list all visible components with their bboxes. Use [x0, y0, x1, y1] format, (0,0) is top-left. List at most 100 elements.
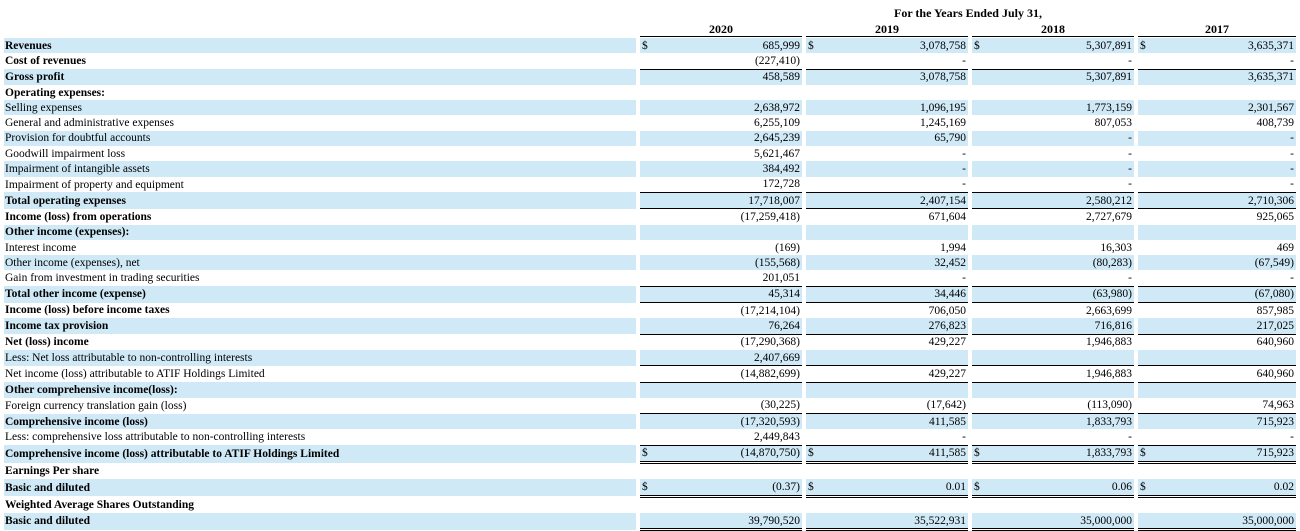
value-cell-2018: 1,946,883	[1086, 336, 1132, 349]
value-cell-2018: -	[996, 130, 1134, 147]
value-cell-2020: 2,638,972	[664, 100, 802, 116]
value-cell-2018: 2,580,212	[996, 192, 1134, 210]
currency-symbol	[640, 303, 664, 319]
value-cell-2020: (155,568)	[664, 255, 802, 271]
table-row: Impairment of intangible assets 384,492 - -…	[4, 161, 1296, 177]
value-cell-2019: -	[962, 147, 966, 160]
value-cell-2019: -	[830, 53, 968, 70]
currency-symbol	[640, 161, 664, 177]
value-cell-2017: 2,301,567	[1162, 100, 1296, 116]
currency-symbol	[972, 382, 996, 398]
currency-symbol	[640, 413, 664, 430]
currency-symbol	[972, 192, 996, 210]
value-cell-2020: (14,882,699)	[664, 365, 802, 383]
currency-symbol	[972, 53, 996, 70]
table-row: Less: Net loss attributable to non-contr…	[4, 349, 1296, 367]
value-cell-2018: 1,946,883	[996, 365, 1134, 383]
currency-symbol	[806, 85, 830, 100]
currency-symbol	[972, 255, 996, 271]
currency-symbol	[972, 512, 996, 531]
currency-symbol	[806, 69, 830, 85]
value-cell-2020: (227,410)	[664, 53, 802, 70]
value-cell-2019: -	[830, 429, 968, 446]
value-cell-2018: 2,663,699	[1086, 304, 1132, 317]
currency-symbol	[640, 334, 664, 350]
table-row: General and administrative expenses 6,255…	[4, 115, 1296, 130]
currency-symbol	[640, 270, 664, 287]
value-cell-2019: 2,407,154	[830, 192, 968, 210]
row-label: Cost of revenues	[5, 55, 86, 68]
currency-symbol	[972, 365, 996, 383]
value-cell-2020: 5,621,467	[754, 147, 800, 160]
currency-symbol: $	[640, 479, 664, 498]
table-row: Basic and diluted $ (0.37) $0.01 $0.06 $0.02	[4, 479, 1296, 498]
value-cell-2020: 76,264	[664, 318, 802, 335]
currency-symbol	[972, 209, 996, 225]
currency-symbol	[640, 496, 664, 513]
currency-symbol	[640, 349, 664, 367]
value-cell-2017: -	[1162, 270, 1296, 287]
row-label: Revenues	[4, 38, 636, 54]
currency-symbol	[1138, 100, 1162, 116]
row-label: Income (loss) from operations	[5, 210, 152, 223]
currency-symbol	[806, 100, 830, 116]
currency-symbol	[972, 496, 996, 513]
currency-symbol	[1138, 270, 1162, 287]
currency-symbol	[1138, 146, 1162, 161]
currency-symbol: $	[972, 479, 996, 498]
currency-symbol: $	[640, 38, 664, 54]
year-header-2018: 2018	[972, 22, 1134, 37]
currency-symbol	[806, 224, 830, 240]
currency-symbol	[640, 240, 664, 255]
value-cell-2019: 3,078,758	[830, 38, 968, 54]
value-cell-2020: (17,320,593)	[664, 413, 802, 430]
period-label: For the Years Ended July 31,	[893, 6, 1042, 20]
currency-symbol	[1138, 463, 1162, 480]
currency-symbol	[972, 100, 996, 116]
table-row: Other comprehensive income(loss):	[4, 382, 1296, 398]
row-label: Total operating expenses	[4, 192, 636, 209]
table-row: Net (loss) income (17,290,368) 429,227 1,94…	[4, 334, 1296, 350]
value-cell-2019: 3,078,758	[830, 69, 968, 85]
currency-symbol	[972, 413, 996, 430]
row-label: General and administrative expenses	[5, 117, 174, 130]
value-cell-2020: 172,728	[664, 176, 802, 193]
currency-symbol	[972, 429, 996, 446]
value-cell-2018: (113,090)	[996, 397, 1134, 415]
currency-symbol	[972, 303, 996, 319]
row-label: Less: comprehensive loss attributable to…	[5, 431, 306, 444]
value-cell-2020	[664, 85, 802, 100]
currency-symbol	[972, 130, 996, 147]
year-header-2017: 2017	[1138, 22, 1296, 37]
value-cell-2019: 1,096,195	[830, 100, 968, 116]
currency-symbol	[1138, 53, 1162, 70]
value-cell-2018	[996, 349, 1134, 367]
value-cell-2019	[830, 382, 968, 398]
table-row: Operating expenses:	[4, 85, 1296, 100]
currency-symbol	[640, 512, 664, 531]
value-cell-2020	[664, 224, 802, 240]
table-row: Impairment of property and equipment 172,…	[4, 176, 1296, 193]
value-cell-2019: 1,994	[940, 241, 966, 254]
currency-symbol: $	[806, 38, 830, 54]
value-cell-2017: 715,923	[1162, 413, 1296, 430]
currency-symbol	[1138, 349, 1162, 367]
currency-symbol	[1138, 365, 1162, 383]
value-cell-2019: 411,585	[830, 413, 968, 430]
value-cell-2018: 16,303	[1100, 241, 1132, 254]
currency-symbol	[806, 176, 830, 193]
value-cell-2017: (67,549)	[1162, 255, 1296, 271]
value-cell-2018: -	[996, 161, 1134, 177]
year-header-2020: 2020	[640, 22, 802, 37]
currency-symbol	[972, 85, 996, 100]
currency-symbol	[806, 192, 830, 210]
value-cell-2019: 671,604	[928, 210, 966, 223]
row-label: Comprehensive income (loss)	[4, 413, 636, 430]
value-cell-2018: -	[996, 53, 1134, 70]
currency-symbol	[972, 224, 996, 240]
value-cell-2018: 35,000,000	[996, 512, 1134, 531]
value-cell-2020: (17,290,368)	[740, 336, 800, 349]
value-cell-2018: 0.06	[996, 479, 1134, 498]
value-cell-2019: 411,585	[830, 445, 968, 465]
currency-symbol	[640, 382, 664, 398]
